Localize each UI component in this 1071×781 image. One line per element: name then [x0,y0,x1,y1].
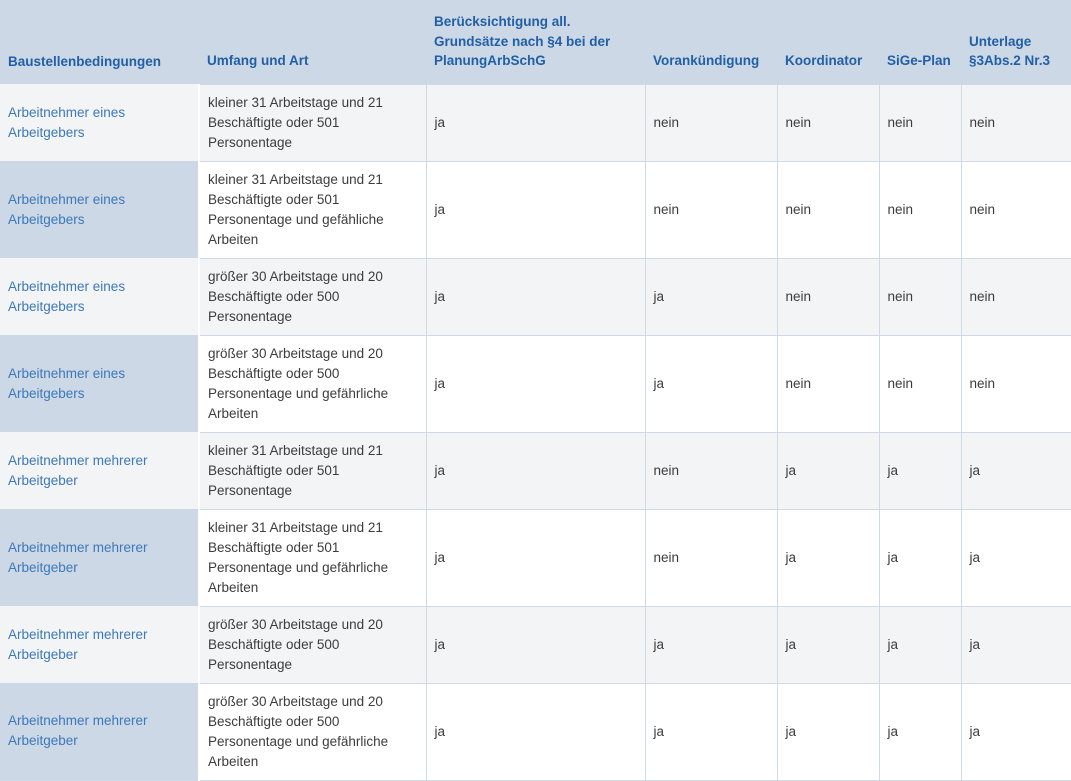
cell-baustellenbedingungen: Arbeitnehmer mehrerer Arbeitgeber [0,509,200,606]
cell-baustellenbedingungen: Arbeitnehmer mehrerer Arbeitgeber [0,683,200,781]
cell-baustellenbedingungen: Arbeitnehmer mehrerer Arbeitgeber [0,606,200,683]
cell-vorankuendigung: nein [644,83,778,162]
cell-vorankuendigung: ja [644,605,778,684]
table-row: Arbeitnehmer mehrerer Arbeitgeber kleiner… [0,508,1071,607]
cell-beruecksichtigung-grundsaetze: ja [425,83,646,162]
cell-unterlage: ja [960,605,1071,684]
cell-sige-plan: ja [878,431,962,510]
cell-sige-plan: ja [878,605,962,684]
cell-vorankuendigung: ja [644,257,778,336]
cell-beruecksichtigung-grundsaetze: ja [425,334,646,433]
cell-beruecksichtigung-grundsaetze: ja [425,431,646,510]
cell-koordinator: nein [776,160,880,259]
cell-vorankuendigung: nein [644,160,778,259]
cell-koordinator: ja [776,508,880,607]
column-header-umfang-und-art: Umfang und Art [199,0,426,84]
column-header-vorankuendigung: Vorankündigung [645,0,777,84]
cell-umfang-und-art: größer 30 Arbeitstage und 20 Beschäftigt… [198,605,427,684]
table-row: Arbeitnehmer eines Arbeitgebers kleiner 3… [0,160,1071,259]
cell-umfang-und-art: größer 30 Arbeitstage und 20 Beschäftigt… [198,682,427,781]
cell-koordinator: ja [776,682,880,781]
cell-unterlage: ja [960,508,1071,607]
cell-koordinator: nein [776,83,880,162]
column-header-sige-plan: SiGe-Plan [879,0,961,84]
cell-umfang-und-art: kleiner 31 Arbeitstage und 21 Beschäftig… [198,83,427,162]
cell-koordinator: ja [776,605,880,684]
column-header-baustellenbedingungen: Baustellenbedingungen [0,0,199,84]
cell-sige-plan: nein [878,83,962,162]
cell-unterlage: nein [960,83,1071,162]
table-header-row: Baustellenbedingungen Umfang und Art Ber… [0,0,1071,84]
column-header-beruecksichtigung-grundsaetze: Berücksichtigung all. Grundsätze nach §4… [426,0,645,84]
cell-koordinator: nein [776,257,880,336]
cell-beruecksichtigung-grundsaetze: ja [425,257,646,336]
cell-beruecksichtigung-grundsaetze: ja [425,508,646,607]
cell-beruecksichtigung-grundsaetze: ja [425,682,646,781]
table-row: Arbeitnehmer mehrerer Arbeitgeber kleiner… [0,431,1071,510]
cell-unterlage: ja [960,431,1071,510]
cell-baustellenbedingungen: Arbeitnehmer eines Arbeitgebers [0,335,200,432]
cell-unterlage: nein [960,257,1071,336]
column-header-koordinator: Koordinator [777,0,879,84]
cell-sige-plan: nein [878,334,962,433]
cell-vorankuendigung: nein [644,431,778,510]
cell-beruecksichtigung-grundsaetze: ja [425,605,646,684]
table-row: Arbeitnehmer eines Arbeitgebers größer 30… [0,334,1071,433]
cell-umfang-und-art: größer 30 Arbeitstage und 20 Beschäftigt… [198,257,427,336]
cell-sige-plan: ja [878,682,962,781]
column-header-unterlage: Unterlage §3Abs.2 Nr.3 [961,0,1071,84]
cell-umfang-und-art: größer 30 Arbeitstage und 20 Beschäftigt… [198,334,427,433]
table-row: Arbeitnehmer mehrerer Arbeitgeber größer … [0,682,1071,781]
cell-baustellenbedingungen: Arbeitnehmer eines Arbeitgebers [0,258,200,335]
cell-baustellenbedingungen: Arbeitnehmer eines Arbeitgebers [0,84,200,161]
cell-umfang-und-art: kleiner 31 Arbeitstage und 21 Beschäftig… [198,431,427,510]
table-row: Arbeitnehmer eines Arbeitgebers größer 30… [0,257,1071,336]
cell-baustellenbedingungen: Arbeitnehmer eines Arbeitgebers [0,161,200,258]
cell-umfang-und-art: kleiner 31 Arbeitstage und 21 Beschäftig… [198,160,427,259]
cell-sige-plan: ja [878,508,962,607]
cell-koordinator: nein [776,334,880,433]
table-row: Arbeitnehmer mehrerer Arbeitgeber größer … [0,605,1071,684]
cell-unterlage: nein [960,334,1071,433]
cell-vorankuendigung: ja [644,334,778,433]
cell-unterlage: ja [960,682,1071,781]
cell-koordinator: ja [776,431,880,510]
cell-beruecksichtigung-grundsaetze: ja [425,160,646,259]
cell-baustellenbedingungen: Arbeitnehmer mehrerer Arbeitgeber [0,432,200,509]
cell-vorankuendigung: ja [644,682,778,781]
cell-sige-plan: nein [878,160,962,259]
cell-umfang-und-art: kleiner 31 Arbeitstage und 21 Beschäftig… [198,508,427,607]
table-row: Arbeitnehmer eines Arbeitgebers kleiner 3… [0,83,1071,162]
cell-vorankuendigung: nein [644,508,778,607]
cell-unterlage: nein [960,160,1071,259]
cell-sige-plan: nein [878,257,962,336]
